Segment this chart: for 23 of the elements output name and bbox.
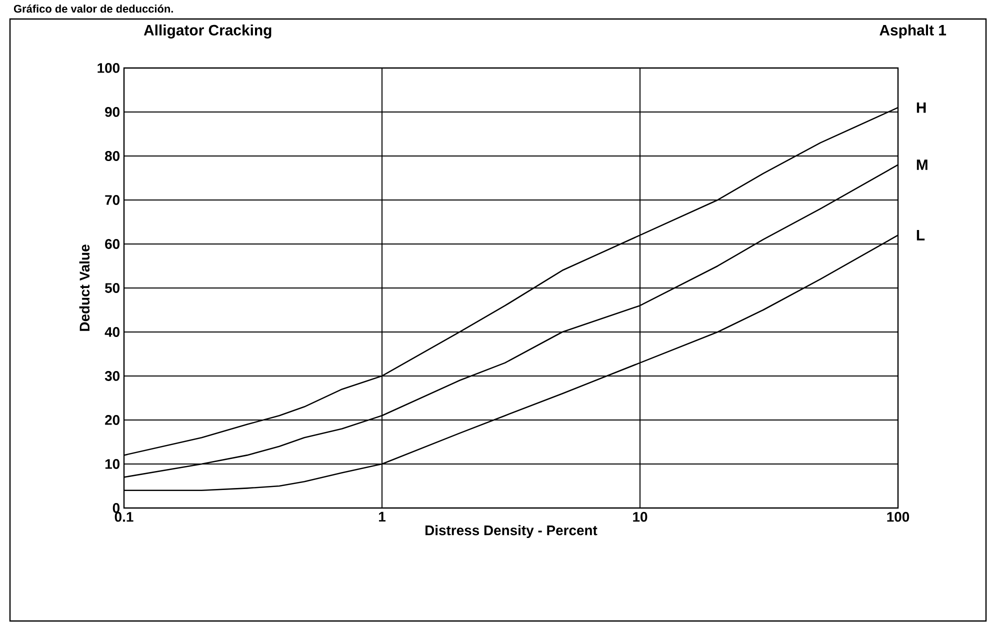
y-tick-label: 0 bbox=[112, 503, 120, 513]
y-tick-label: 80 bbox=[105, 151, 120, 161]
x-tick-label: 1 bbox=[378, 512, 386, 522]
x-tick-label: 10 bbox=[633, 512, 648, 522]
y-tick-label: 60 bbox=[105, 239, 120, 249]
y-tick-label: 50 bbox=[104, 283, 120, 293]
y-tick-label: 70 bbox=[105, 195, 120, 205]
series-label: M bbox=[916, 160, 928, 170]
y-tick-label: 100 bbox=[98, 63, 120, 73]
series-label: H bbox=[916, 102, 926, 113]
chart-title: Gráfico de valor de deducción. bbox=[14, 4, 173, 13]
y-tick-label: 30 bbox=[104, 371, 120, 381]
y-tick-label: 20 bbox=[105, 415, 120, 425]
x-axis-title: Distress Density - Percent bbox=[426, 525, 598, 538]
y-tick-label: 10 bbox=[105, 459, 120, 469]
y-tick-label: 40 bbox=[104, 327, 120, 337]
y-axis-title: Deduct Value bbox=[79, 244, 90, 331]
x-tick-label: 100 bbox=[887, 512, 910, 522]
x-tick-label: 0.1 bbox=[114, 512, 134, 522]
series-label: L bbox=[916, 230, 925, 240]
chart-subtitle: Alligator Cracking bbox=[144, 24, 272, 39]
y-tick-label: 90 bbox=[105, 107, 120, 117]
text: Asphalt 1 bbox=[880, 24, 946, 38]
